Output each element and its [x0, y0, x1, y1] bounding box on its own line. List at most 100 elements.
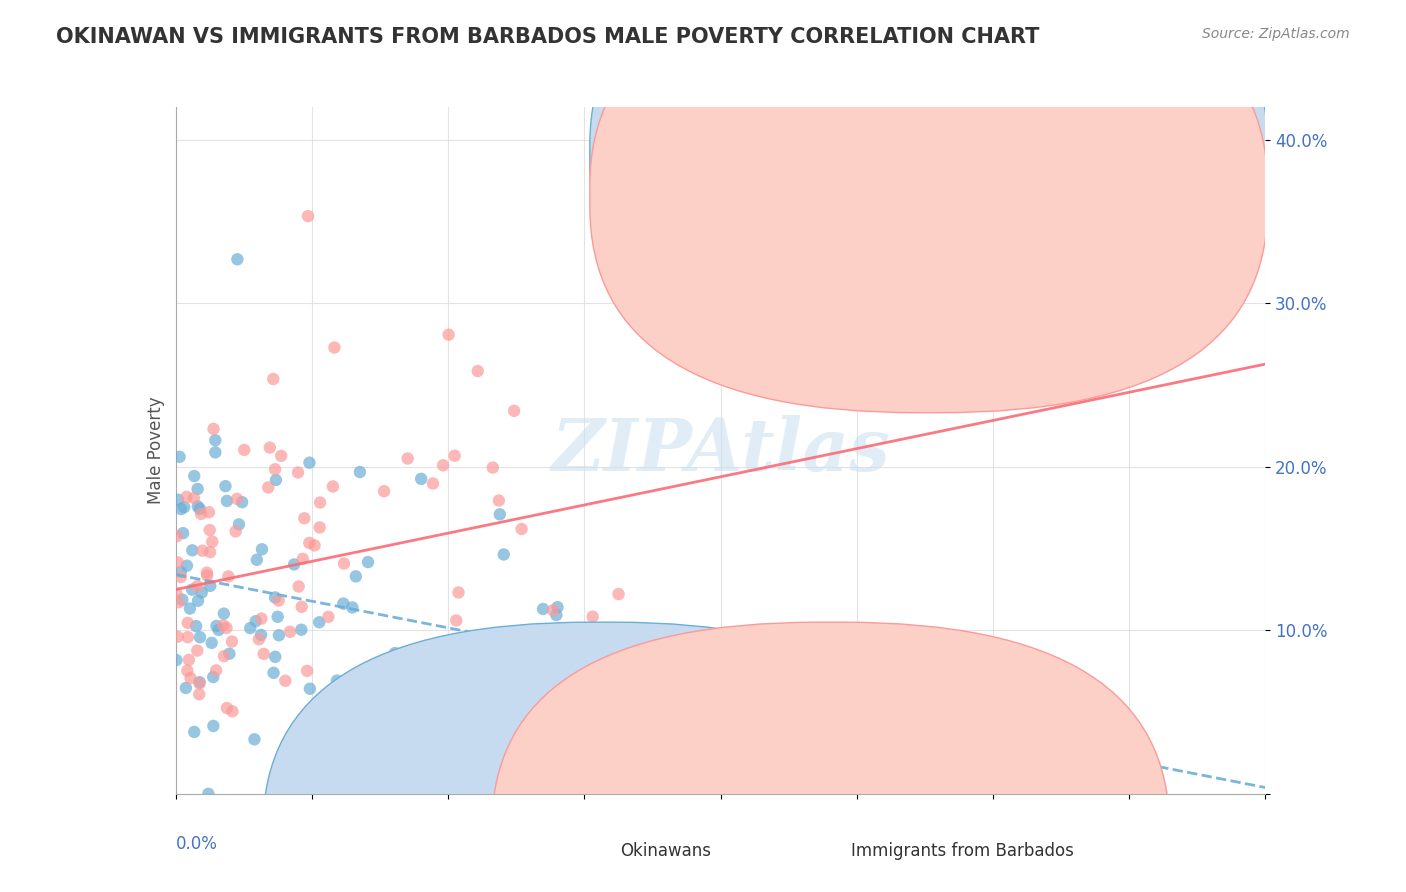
FancyBboxPatch shape	[591, 0, 1268, 371]
Text: R = -0.153   N = 75: R = -0.153 N = 75	[943, 146, 1107, 164]
Point	[488, 493, 510, 508]
Text: OKINAWAN VS IMMIGRANTS FROM BARBADOS MALE POVERTY CORRELATION CHART: OKINAWAN VS IMMIGRANTS FROM BARBADOS MAL…	[56, 27, 1039, 46]
Point	[190, 507, 212, 521]
Point	[169, 450, 191, 464]
Point	[179, 601, 201, 615]
Point	[422, 476, 444, 491]
Point	[267, 593, 290, 607]
Point	[298, 536, 321, 550]
Point	[202, 719, 225, 733]
Point	[183, 725, 205, 739]
Point	[467, 364, 489, 378]
Point	[166, 630, 188, 644]
Point	[205, 664, 228, 678]
Point	[443, 449, 465, 463]
Point	[176, 664, 198, 678]
Point	[176, 490, 198, 504]
Point	[250, 611, 273, 625]
Point	[202, 670, 225, 684]
Point	[344, 569, 367, 583]
Point	[198, 545, 221, 559]
Point	[207, 623, 229, 637]
Point	[298, 681, 321, 696]
Point	[318, 610, 340, 624]
Point	[607, 587, 630, 601]
Point	[291, 599, 314, 614]
Point	[166, 529, 188, 543]
Point	[295, 664, 318, 678]
Point	[225, 524, 247, 539]
Point	[214, 479, 236, 493]
Point	[204, 434, 226, 448]
Point	[176, 558, 198, 573]
Point	[426, 640, 449, 655]
Point	[246, 553, 269, 567]
Point	[201, 636, 224, 650]
Point	[304, 538, 326, 552]
Point	[359, 676, 381, 690]
Point	[247, 632, 270, 647]
Point	[215, 701, 238, 715]
Point	[332, 597, 354, 611]
Point	[195, 568, 218, 582]
Point	[308, 520, 330, 534]
Point	[191, 543, 214, 558]
Point	[221, 634, 243, 648]
Point	[373, 484, 395, 499]
Point	[167, 492, 190, 507]
Point	[250, 628, 273, 642]
Point	[239, 621, 262, 635]
Point	[264, 462, 287, 476]
Point	[290, 623, 312, 637]
FancyBboxPatch shape	[591, 0, 1268, 413]
Point	[198, 505, 221, 519]
Point	[446, 614, 468, 628]
Text: ZIPAtlas: ZIPAtlas	[551, 415, 890, 486]
Point	[212, 607, 235, 621]
Point	[294, 739, 316, 753]
Point	[181, 543, 204, 558]
Text: Source: ZipAtlas.com: Source: ZipAtlas.com	[1202, 27, 1350, 41]
Point	[188, 687, 211, 701]
Point	[342, 600, 364, 615]
Point	[190, 585, 212, 599]
Point	[298, 456, 321, 470]
Point	[170, 502, 193, 516]
Point	[165, 653, 187, 667]
Text: Immigrants from Barbados: Immigrants from Barbados	[852, 842, 1074, 860]
Point	[250, 542, 273, 557]
Point	[233, 442, 256, 457]
Point	[264, 649, 287, 664]
Point	[188, 676, 211, 690]
FancyBboxPatch shape	[263, 623, 941, 892]
Point	[183, 491, 205, 505]
Point	[174, 681, 197, 695]
Point	[264, 591, 287, 605]
Point	[443, 685, 465, 699]
Point	[443, 779, 465, 793]
Point	[411, 472, 433, 486]
Point	[226, 252, 249, 267]
Point	[437, 327, 460, 342]
Point	[492, 548, 515, 562]
Point	[385, 668, 408, 682]
Point	[172, 526, 194, 541]
Point	[186, 579, 208, 593]
Point	[198, 523, 221, 537]
Point	[291, 552, 314, 566]
Point	[470, 711, 492, 725]
Point	[333, 557, 356, 571]
Point	[481, 460, 503, 475]
Point	[257, 480, 280, 494]
Point	[322, 479, 344, 493]
Point	[266, 609, 288, 624]
Point	[187, 594, 209, 608]
FancyBboxPatch shape	[896, 114, 1277, 237]
Point	[292, 511, 315, 525]
Point	[200, 579, 222, 593]
Point	[177, 653, 200, 667]
Point	[488, 508, 510, 522]
Point	[287, 579, 309, 593]
Point	[177, 615, 200, 630]
Point	[546, 607, 568, 622]
